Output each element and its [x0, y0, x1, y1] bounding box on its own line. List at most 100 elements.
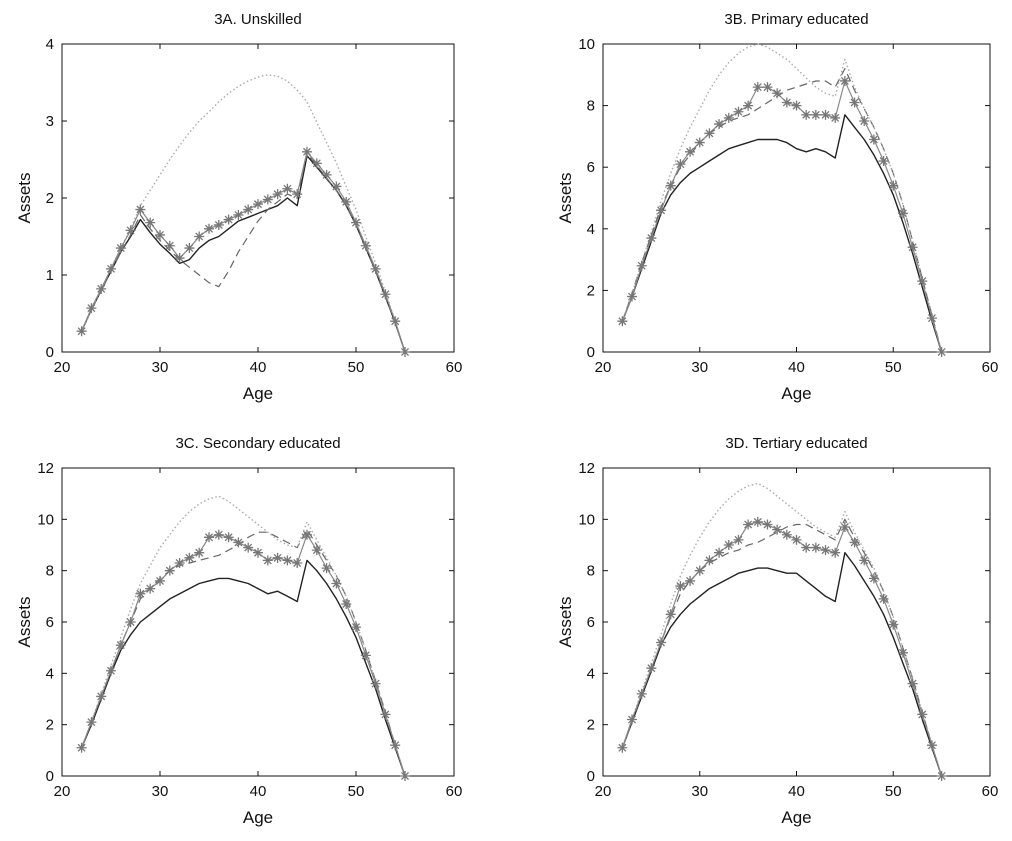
panel-title: 3D. Tertiary educated: [725, 435, 867, 452]
star-marker: [341, 196, 352, 207]
series-line-dashed: [621, 518, 943, 777]
star-marker: [830, 112, 841, 123]
star-marker: [878, 593, 889, 604]
star-marker: [390, 740, 401, 751]
star-marker: [733, 106, 744, 117]
star-marker: [360, 650, 371, 661]
star-marker: [331, 181, 342, 192]
star-marker: [868, 573, 879, 584]
y-tick-label: 4: [46, 665, 54, 682]
star-marker: [106, 665, 116, 676]
star-marker: [878, 156, 889, 167]
panel-title: 3C. Secondary educated: [175, 435, 340, 452]
x-tick-label: 50: [348, 359, 365, 376]
x-tick-label: 20: [54, 359, 71, 376]
star-marker: [801, 109, 812, 120]
star-marker: [370, 263, 381, 274]
x-axis-label: Age: [243, 808, 273, 827]
star-marker: [76, 326, 87, 337]
star-marker: [243, 204, 254, 215]
y-tick-label: 10: [37, 511, 54, 528]
star-marker: [839, 75, 850, 86]
x-tick-label: 40: [250, 783, 267, 800]
star-marker: [926, 313, 937, 324]
star-marker: [164, 565, 175, 576]
y-tick-label: 6: [587, 159, 595, 176]
y-axis-label: Assets: [556, 596, 575, 647]
star-marker: [86, 303, 97, 314]
y-tick-label: 8: [587, 563, 595, 580]
star-marker: [907, 242, 918, 253]
star-marker: [772, 524, 783, 535]
star-marker: [184, 243, 195, 254]
x-axis-label: Age: [243, 384, 273, 403]
x-tick-label: 30: [152, 359, 169, 376]
star-marker: [656, 205, 667, 216]
y-tick-label: 0: [46, 768, 54, 785]
x-tick-label: 50: [885, 359, 902, 376]
star-marker: [897, 647, 908, 658]
y-tick-label: 4: [587, 221, 595, 238]
star-marker: [213, 219, 224, 230]
star-marker: [204, 223, 214, 234]
star-marker: [253, 199, 263, 210]
star-marker: [253, 547, 263, 558]
star-marker: [194, 231, 205, 242]
star-marker: [675, 581, 686, 592]
star-marker: [926, 740, 937, 751]
star-marker: [868, 134, 879, 145]
x-tick-label: 40: [250, 359, 267, 376]
star-marker: [302, 529, 312, 540]
star-marker: [646, 663, 657, 674]
star-marker: [351, 217, 361, 228]
star-marker: [204, 532, 214, 543]
star-marker: [694, 565, 705, 576]
star-marker: [125, 617, 136, 627]
y-axis-label: Assets: [15, 172, 34, 223]
star-marker: [292, 557, 303, 568]
star-marker: [685, 575, 696, 586]
x-axis-label: Age: [781, 808, 811, 827]
x-axis-label: Age: [781, 384, 811, 403]
y-tick-label: 8: [46, 563, 54, 580]
star-marker: [262, 194, 273, 205]
star-marker: [685, 146, 696, 157]
star-marker: [849, 97, 860, 108]
series-line-solid: [80, 154, 406, 353]
star-marker: [115, 243, 126, 254]
star-marker: [723, 112, 734, 123]
star-marker: [194, 547, 205, 558]
series-line-dashed: [621, 67, 943, 353]
star-marker: [820, 109, 831, 120]
star-marker: [155, 229, 165, 240]
star-marker: [184, 552, 195, 563]
y-axis-label: Assets: [556, 172, 575, 223]
star-marker: [859, 116, 870, 126]
panel-title: 3B. Primary educated: [724, 11, 868, 28]
panel-title: 3A. Unskilled: [214, 11, 302, 28]
y-tick-label: 4: [587, 665, 595, 682]
star-marker: [665, 180, 676, 191]
star-marker: [311, 545, 322, 556]
star-marker: [135, 204, 146, 215]
y-tick-label: 2: [46, 717, 54, 734]
y-tick-label: 4: [46, 36, 54, 53]
star-marker: [145, 583, 156, 594]
star-marker: [859, 555, 870, 566]
star-marker: [636, 260, 647, 271]
star-marker: [145, 217, 156, 228]
panel-2: 3B. Primary educated 20 30 40 50 60 0 2 4 6 8 10 Age…: [556, 11, 998, 403]
panel-3: 3C. Secondary educated 20 30 40 50 60 0 2 4 6 8 10 1…: [15, 435, 462, 827]
star-marker: [76, 742, 87, 753]
y-tick-label: 6: [587, 614, 595, 631]
star-marker: [839, 522, 850, 533]
star-marker: [743, 519, 754, 530]
star-marker: [627, 714, 638, 725]
star-marker: [830, 547, 841, 558]
star-marker: [714, 119, 725, 130]
x-tick-label: 30: [691, 783, 708, 800]
star-marker: [723, 540, 734, 550]
star-marker: [627, 291, 638, 302]
star-marker: [752, 82, 763, 93]
y-tick-label: 3: [46, 113, 54, 130]
